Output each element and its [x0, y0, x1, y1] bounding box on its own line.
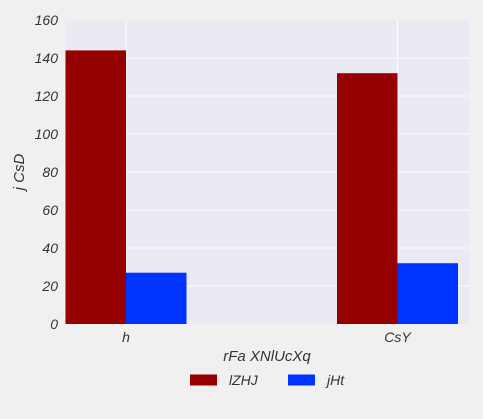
y-tick-label: 20 [41, 278, 58, 294]
legend-swatch [190, 374, 217, 386]
legend-swatch [288, 374, 315, 386]
bar-lZHJ-CsY [337, 73, 398, 324]
y-tick-labels: 0 20 40 60 80 100 120 140 160 [35, 12, 59, 332]
y-tick-label: 160 [35, 12, 59, 28]
bars [65, 50, 458, 325]
bar-jHt-h [126, 272, 187, 324]
legend-label: lZHJ [229, 372, 259, 388]
y-tick-label: 80 [42, 164, 58, 180]
bar-lZHJ-h [65, 50, 126, 325]
y-tick-label: 100 [35, 126, 59, 142]
x-tick-labels: h CsY [122, 329, 412, 345]
legend: lZHJ jHt [190, 372, 345, 388]
y-tick-label: 120 [35, 88, 59, 104]
legend-label: jHt [325, 372, 345, 388]
y-tick-label: 60 [42, 202, 58, 218]
y-tick-label: 0 [50, 316, 58, 332]
y-tick-label: 40 [42, 240, 58, 256]
y-axis-label: j CsD [11, 154, 28, 193]
x-tick-label: CsY [384, 329, 412, 345]
x-tick-label: h [122, 329, 130, 345]
bar-jHt-CsY [397, 263, 458, 324]
x-axis-label: rFa XNlUcXq [223, 348, 311, 365]
y-tick-label: 140 [35, 50, 59, 66]
